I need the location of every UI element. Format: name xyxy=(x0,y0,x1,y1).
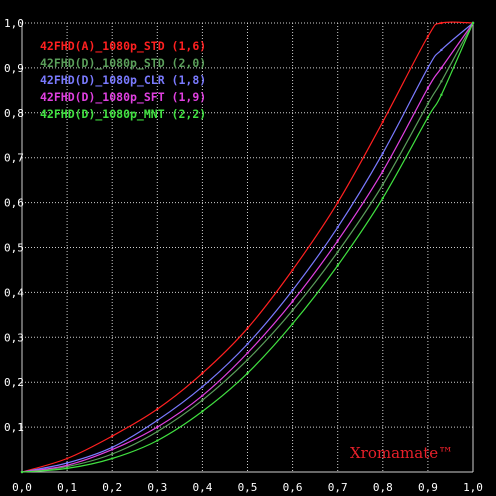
legend-entry-0: 42FHD(A)_1080p_STD (1,6) xyxy=(40,39,206,54)
data-point xyxy=(336,264,339,267)
data-point xyxy=(65,457,69,460)
legend-entry-2: 42FHD(D)_1080p_CLR (1,8) xyxy=(40,73,206,88)
data-point xyxy=(336,239,339,242)
axes xyxy=(21,23,474,473)
data-point xyxy=(201,385,204,388)
data-point xyxy=(246,372,249,375)
data-point xyxy=(111,457,114,460)
y-tick-label-7: 0,8 xyxy=(4,107,24,120)
data-point xyxy=(246,351,249,355)
data-point xyxy=(440,93,443,97)
y-tick-label-1: 0,2 xyxy=(4,376,24,389)
data-point xyxy=(201,410,204,413)
x-tick-label-5: 0,5 xyxy=(238,481,258,494)
y-tick-label-3: 0,4 xyxy=(4,286,24,299)
data-point xyxy=(336,250,339,254)
watermark-logo: Xromamate™ xyxy=(350,444,453,462)
data-point xyxy=(111,452,114,456)
data-point xyxy=(201,372,204,375)
data-point xyxy=(156,419,159,422)
data-point xyxy=(111,434,114,438)
y-tick-label-0: 0,1 xyxy=(4,421,24,434)
data-point xyxy=(381,183,384,186)
data-point xyxy=(381,196,384,200)
y-tick-label-6: 0,7 xyxy=(4,152,24,165)
data-point xyxy=(65,461,69,465)
data-point xyxy=(246,327,249,330)
x-tick-label-0: 0,0 xyxy=(12,481,32,494)
legend-entry-3: 42FHD(D)_1080p_SFT (1,9) xyxy=(40,90,206,105)
data-point xyxy=(111,446,114,449)
data-point xyxy=(156,430,159,433)
legend-entry-4: 42FHD(D)_1080p_MNT (2,2) xyxy=(40,107,206,122)
data-point xyxy=(246,342,249,346)
data-point xyxy=(440,48,443,52)
x-tick-label-2: 0,2 xyxy=(102,481,122,494)
x-tick-labels: 0,0 0,1 0,2 0,3 0,4 0,5 0,6 0,7 0,8 0,9 1,0 xyxy=(12,481,483,494)
y-tick-label-5: 0,6 xyxy=(4,197,24,210)
legend: 42FHD(A)_1080p_STD (1,6) 42FHD(D)_1080p_S… xyxy=(40,39,206,122)
data-point xyxy=(291,268,294,272)
data-point xyxy=(381,120,384,123)
x-tick-label-7: 0,7 xyxy=(328,481,348,494)
x-tick-label-1: 0,1 xyxy=(57,481,77,494)
data-point xyxy=(426,66,430,70)
data-point xyxy=(440,21,443,25)
x-tick-label-10: 1,0 xyxy=(463,481,483,494)
data-point xyxy=(426,102,430,106)
data-point xyxy=(65,467,69,470)
data-point xyxy=(156,407,159,411)
data-point xyxy=(471,21,475,25)
data-point xyxy=(426,86,430,90)
x-tick-label-6: 0,6 xyxy=(283,481,303,494)
x-tick-label-4: 0,4 xyxy=(192,481,212,494)
series-lines xyxy=(20,21,475,474)
y-tick-label-2: 0,3 xyxy=(4,331,24,344)
x-tick-label-8: 0,8 xyxy=(373,481,393,494)
data-point xyxy=(440,66,443,70)
y-tick-label-8: 0,9 xyxy=(4,62,24,75)
data-point xyxy=(65,464,69,467)
data-point xyxy=(336,201,339,204)
data-point xyxy=(291,322,294,326)
data-point xyxy=(440,80,443,83)
data-point xyxy=(426,35,430,38)
data-point xyxy=(111,448,114,451)
y-tick-label-4: 0,5 xyxy=(4,242,24,255)
data-point xyxy=(201,394,204,397)
data-point xyxy=(156,425,159,429)
data-point xyxy=(291,288,294,292)
data-point xyxy=(156,439,159,442)
y-tick-label-9: 1,0 xyxy=(4,17,24,30)
data-point xyxy=(426,116,430,119)
data-point xyxy=(381,169,384,173)
data-point xyxy=(381,152,384,155)
x-tick-label-3: 0,3 xyxy=(147,481,167,494)
data-point xyxy=(246,358,249,361)
x-tick-label-9: 0,9 xyxy=(418,481,438,494)
data-point xyxy=(291,300,294,303)
legend-entry-1: 42FHD(D)_1080p_STD (2,0) xyxy=(40,56,206,71)
data-point xyxy=(336,226,339,229)
y-tick-labels: 0,1 0,2 0,3 0,4 0,5 0,6 0,7 0,8 0,9 1,0 xyxy=(4,17,24,434)
data-point xyxy=(201,398,204,402)
data-point xyxy=(20,470,24,474)
data-point xyxy=(291,309,294,312)
